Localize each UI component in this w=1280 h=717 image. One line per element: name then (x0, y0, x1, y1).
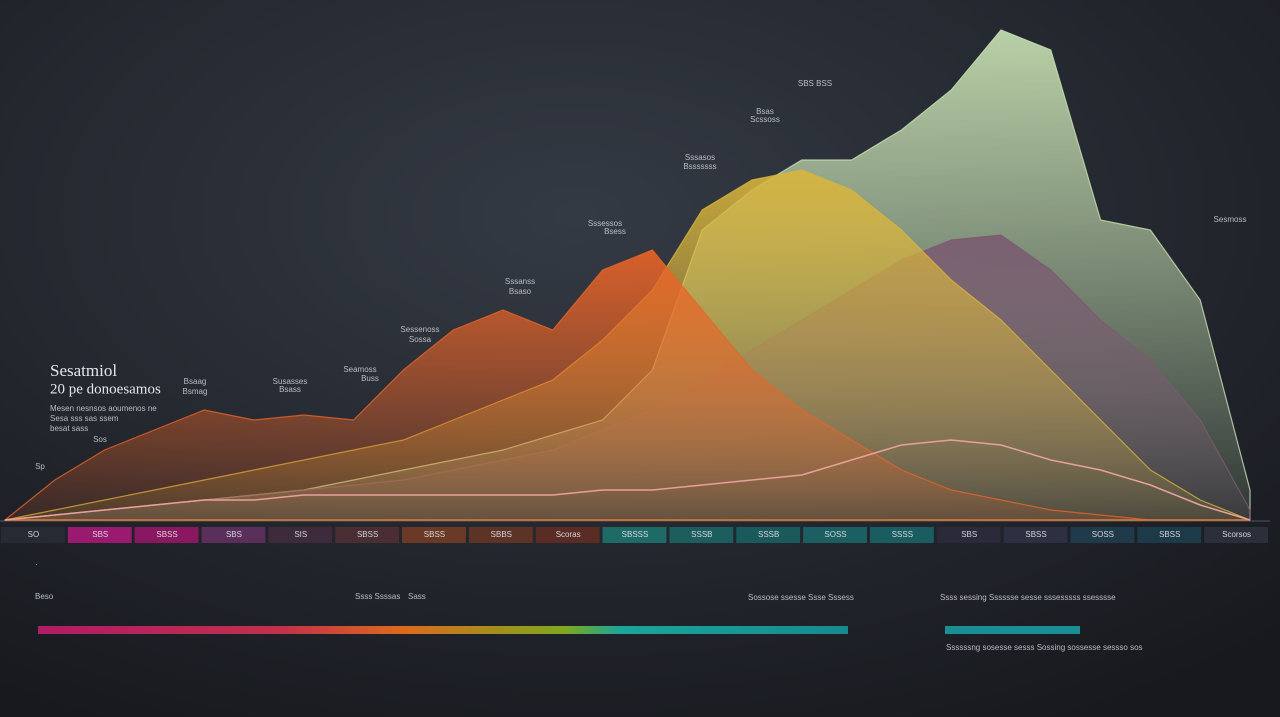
band-label: Scorsos (1222, 530, 1251, 539)
footer-label: Ssss sessing Sssssse sesse sssesssss sse… (940, 593, 1116, 602)
band (402, 527, 466, 543)
annotation: Sos (93, 435, 107, 444)
band-label: SBS (92, 530, 108, 539)
band (468, 527, 533, 543)
annotation: Seamoss (343, 365, 376, 374)
band-label: SBS (961, 530, 977, 539)
annotation: Buss (361, 374, 379, 383)
band-label: SOSS (824, 530, 846, 539)
annotation: Bsssssss (683, 162, 716, 171)
band (535, 527, 600, 543)
annotation: Bsmag (183, 387, 208, 396)
band (869, 527, 934, 543)
band-label: SBBS (491, 530, 512, 539)
chart-title: Sesatmiol (50, 361, 117, 380)
band-label: SSSS (892, 530, 913, 539)
annotation: Sessenoss (400, 325, 439, 334)
annotation: Bsas (756, 107, 774, 116)
footer-bar (38, 626, 848, 634)
band-label: SSSB (758, 530, 779, 539)
band-label: SBSSS (622, 530, 649, 539)
annotation: Sssanss (505, 277, 535, 286)
band (1137, 527, 1202, 543)
band (1070, 527, 1135, 543)
annotation: Sssasos (685, 153, 715, 162)
footer-label: Sass (408, 592, 426, 601)
footer-label: Beso (35, 592, 54, 601)
footer-label: Sossose ssesse Ssse Sssess (748, 593, 854, 602)
band (201, 527, 266, 543)
chart-subtitle: 20 pe donoesamos (50, 381, 161, 397)
band (268, 527, 333, 543)
band (736, 527, 801, 543)
annotation: Bsaso (509, 287, 532, 296)
footer-label: Ssss Ssssas (355, 592, 400, 601)
band (669, 527, 734, 543)
band-label: SBSS (1025, 530, 1046, 539)
footer-mark: · (35, 560, 38, 569)
band (335, 527, 400, 543)
line (4, 439, 1251, 521)
note-line: Mesen nesnsos aoumenos ne (50, 404, 157, 413)
band (1204, 527, 1268, 543)
band-label: SBSS (424, 530, 445, 539)
footer-bar (945, 626, 1080, 634)
band-label: SBSS (1159, 530, 1180, 539)
note-line: besat sass (50, 424, 88, 433)
area (3, 249, 1250, 521)
annotation: Scssoss (750, 115, 780, 124)
annotation: Bsass (279, 385, 301, 394)
annotation: Sossa (409, 335, 432, 344)
band (936, 527, 1001, 543)
band-label: SSSB (691, 530, 712, 539)
band-label: SIS (294, 530, 307, 539)
band (1, 527, 65, 543)
band-label: SBSS (357, 530, 378, 539)
annotation: Sp (35, 462, 45, 471)
annotation: Susasses (273, 377, 308, 386)
band (134, 527, 199, 543)
band (602, 527, 667, 543)
annotation: Bsaag (184, 377, 207, 386)
band (67, 527, 132, 543)
note-line: Sesa sss sas ssem (50, 414, 119, 423)
annotation: Bsess (604, 227, 626, 236)
band (803, 527, 867, 543)
annotation: Sesmoss (1214, 215, 1247, 224)
band-label: SBS (226, 530, 242, 539)
band (1003, 527, 1068, 543)
footer-label: Ssssssng sosesse sesss Sossing sossesse … (946, 643, 1143, 652)
band-label: SBSS (156, 530, 177, 539)
annotation: Sssessos (588, 219, 622, 228)
band-label: SO (28, 530, 40, 539)
annotation: SBS BSS (798, 79, 832, 88)
band-label: Scoras (556, 530, 581, 539)
band-label: SOSS (1092, 530, 1114, 539)
